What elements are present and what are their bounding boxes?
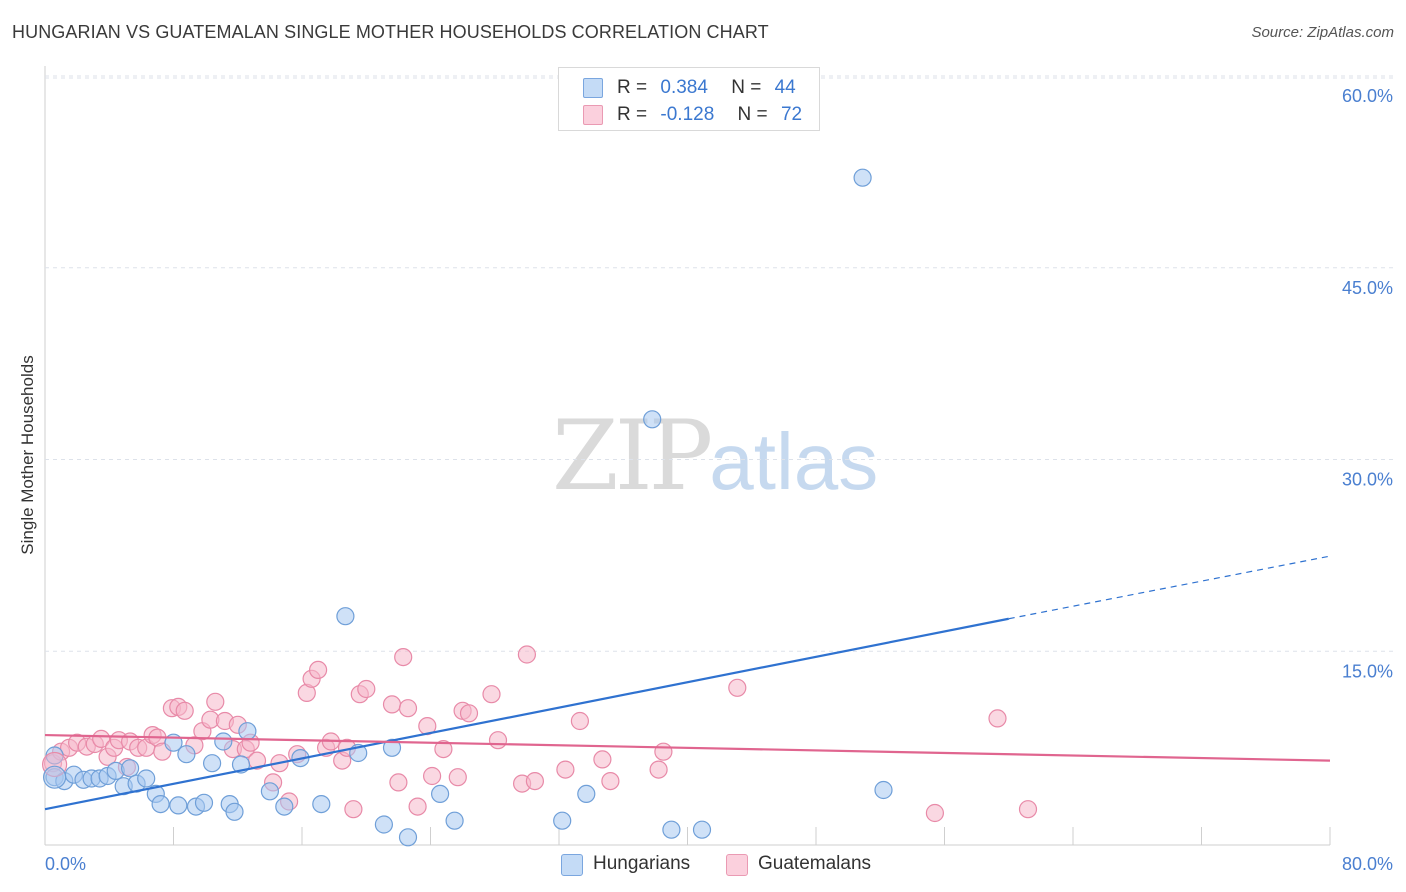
guatemalan-trend-line: [44, 733, 1331, 762]
guatemalan-point: [654, 742, 673, 761]
guatemalan-point: [434, 739, 453, 759]
guatemalan-point: [344, 800, 363, 819]
guatemalan-point: [382, 695, 402, 714]
hungarian-point: [151, 794, 170, 814]
hungarian-point: [374, 815, 393, 834]
watermark-atlas: atlas: [709, 417, 879, 506]
hungarian-point: [662, 820, 681, 839]
watermark: ZIPatlas: [552, 400, 878, 512]
hungarian-trend-line: [44, 617, 1009, 811]
guatemalan-point: [570, 711, 590, 731]
n-label: N =: [731, 77, 762, 98]
hungarian-point: [853, 168, 872, 187]
guatemalan-point: [448, 768, 467, 787]
hungarian-point: [238, 722, 257, 741]
legend-swatch-guatemalans: [726, 854, 748, 876]
guatemalan-point: [728, 678, 747, 697]
hungarian-point: [577, 784, 596, 804]
guatemalan-point: [1018, 800, 1038, 819]
guatemalan-point: [408, 797, 427, 816]
hungarian-point: [169, 796, 188, 815]
r-value: 0.384: [660, 77, 708, 98]
n-value: 72: [780, 104, 803, 125]
x-tick-label: 80.0%: [1342, 854, 1393, 874]
guatemalan-point: [389, 773, 408, 792]
hungarian-point: [445, 811, 464, 830]
guatemalan-point: [482, 685, 501, 704]
r-value: -0.128: [660, 104, 715, 125]
r-label: R =: [617, 104, 648, 125]
y-tick-label: 60.0%: [1342, 86, 1393, 106]
n-label: N =: [737, 104, 768, 125]
hungarian-point: [431, 784, 450, 804]
watermark-zip: ZIP: [552, 400, 713, 512]
hungarian-point: [874, 780, 893, 800]
legend-swatch-hungarians: [583, 78, 603, 98]
guatemalan-point: [459, 704, 479, 723]
legend-label-guatemalans: Guatemalans: [758, 853, 872, 874]
hungarian-point: [336, 607, 355, 626]
hungarian-point: [194, 793, 214, 812]
y-tick-label: 45.0%: [1342, 278, 1393, 298]
series-legend: Hungarians Guatemalans: [0, 852, 1406, 878]
guatemalan-point: [206, 692, 225, 711]
legend-swatch-guatemalans: [583, 105, 603, 125]
hungarian-point: [203, 754, 222, 773]
hungarian-point: [382, 738, 402, 757]
guatemalan-point: [423, 766, 442, 786]
correlation-legend: R = 0.384 N = 44 R = -0.128 N = 72: [558, 67, 820, 131]
hungarian-point: [42, 765, 67, 789]
source-label: Source: ZipAtlas.com: [1251, 24, 1394, 41]
hungarian-point: [177, 745, 196, 764]
hungarian-point: [214, 732, 233, 751]
guatemalan-point: [488, 731, 508, 750]
hungarian-point: [398, 828, 418, 847]
guatemalan-point: [593, 750, 612, 769]
guatemalan-point: [649, 760, 668, 779]
hungarian-point: [275, 797, 294, 816]
guatemalan-point: [398, 699, 418, 718]
guatemalan-point: [525, 771, 545, 791]
x-tick-label: 0.0%: [45, 854, 86, 874]
guatemalan-point: [601, 771, 620, 791]
guatemalan-point: [925, 803, 945, 823]
hungarian-point: [643, 410, 662, 429]
hungarian-point: [553, 811, 572, 830]
guatemalan-point: [394, 647, 413, 667]
legend-label-hungarians: Hungarians: [593, 853, 691, 874]
y-tick-label: 30.0%: [1342, 470, 1393, 490]
legend-swatch-hungarians: [561, 854, 583, 876]
n-value: 44: [774, 77, 796, 98]
y-tick-label: 15.0%: [1342, 661, 1393, 681]
chart-title: HUNGARIAN VS GUATEMALAN SINGLE MOTHER HO…: [12, 22, 769, 42]
guatemalan-point: [309, 660, 328, 680]
guatemalan-point: [357, 679, 376, 699]
hungarian-point: [121, 759, 140, 778]
guatemalan-point: [92, 729, 111, 749]
hungarian-trend-extension: [1008, 555, 1331, 620]
hungarian-point: [225, 802, 244, 821]
hungarian-point: [260, 782, 279, 801]
r-label: R =: [617, 77, 648, 98]
guatemalan-point: [517, 645, 537, 664]
hungarian-point: [137, 769, 156, 788]
guatemalan-point: [988, 709, 1007, 728]
guatemalan-point: [175, 701, 194, 720]
hungarian-point: [692, 820, 712, 839]
hungarian-point: [312, 794, 331, 814]
guatemalan-point: [556, 760, 575, 779]
